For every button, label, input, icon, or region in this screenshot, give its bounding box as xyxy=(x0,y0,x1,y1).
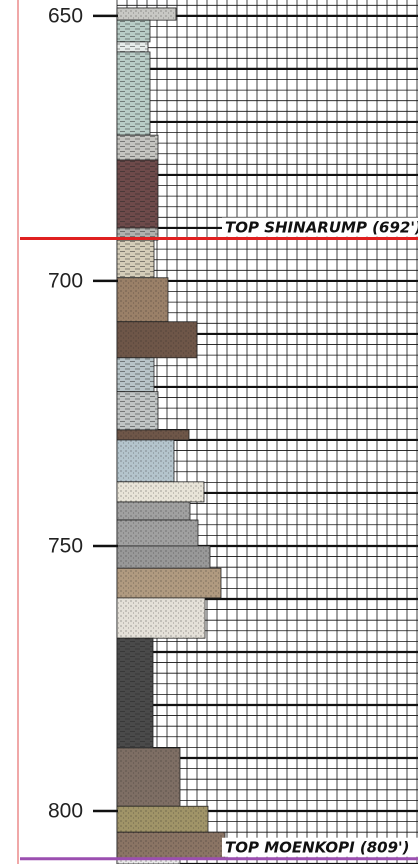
layer-texture xyxy=(117,240,154,278)
layer-texture xyxy=(117,135,158,160)
layer-texture xyxy=(117,638,153,748)
marker-label: TOP SHINARUMP (692') xyxy=(225,219,418,237)
layer-texture xyxy=(117,20,150,42)
layer-texture xyxy=(117,160,158,228)
layer-texture xyxy=(117,568,221,598)
layer-texture xyxy=(117,52,150,135)
layer-texture xyxy=(117,520,198,546)
layer-texture xyxy=(117,430,189,440)
layer-texture xyxy=(117,42,148,52)
layer-texture xyxy=(117,440,174,482)
layer-texture xyxy=(117,322,197,358)
layer-texture xyxy=(117,598,205,638)
page: {"chart_data": { "type": "lithology-log"… xyxy=(0,0,418,864)
layer-texture xyxy=(117,502,190,520)
layer-texture xyxy=(117,806,208,832)
chart: TOP SHINARUMP (692')TOP MOENKOPI (809') … xyxy=(0,0,418,864)
marker-label: TOP MOENKOPI (809') xyxy=(225,839,410,857)
y-tick-label: 750 xyxy=(48,535,83,558)
y-tick-label: 800 xyxy=(48,800,83,823)
layer-texture xyxy=(117,8,176,20)
y-tick-label: 650 xyxy=(48,4,83,27)
layer-texture xyxy=(117,748,180,806)
layer-texture xyxy=(117,546,210,568)
depth-axis: 650 700 750 800 xyxy=(48,4,118,822)
layer-texture xyxy=(117,278,168,322)
layer-texture xyxy=(117,392,158,430)
lithology-column xyxy=(117,8,225,864)
y-tick-label: 700 xyxy=(48,269,83,292)
layer-texture xyxy=(117,482,204,502)
layer-texture xyxy=(117,358,154,392)
layer-texture xyxy=(117,832,225,859)
